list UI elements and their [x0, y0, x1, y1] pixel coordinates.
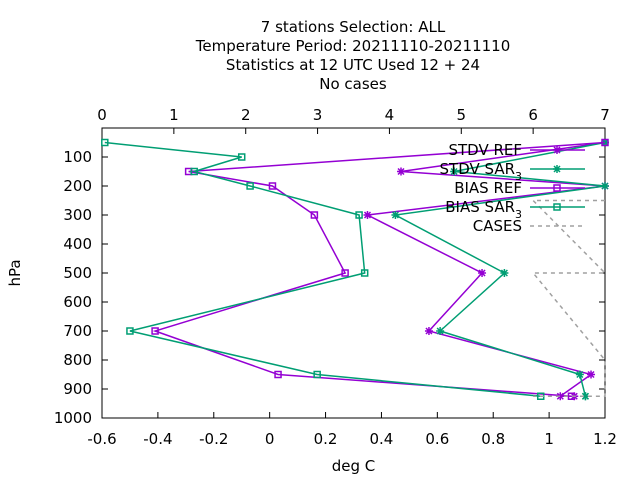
y-axis-ticks: 100 200 300 400 500 600 700 800 900 1000 [54, 148, 605, 427]
square-marker [151, 327, 159, 335]
x-tick-label: 0.4 [370, 430, 394, 448]
y-tick-label: 100 [63, 148, 92, 166]
legend-label: BIAS SAR3 [445, 198, 522, 221]
x-tick-label: 0 [265, 430, 275, 448]
square-marker [126, 327, 134, 335]
star-marker [556, 392, 565, 401]
legend-label: BIAS REF [454, 179, 522, 197]
x-tick-label: -0.6 [87, 430, 116, 448]
x2-tick-label: 4 [385, 106, 395, 124]
star-marker [424, 327, 433, 335]
x2-tick-label: 0 [97, 106, 107, 124]
star-marker [581, 392, 590, 401]
title-line: Statistics at 12 UTC Used 12 + 24 [226, 56, 480, 74]
x2-tick-label: 7 [600, 106, 610, 124]
series-cases [531, 199, 607, 397]
square-marker [601, 138, 609, 147]
square-marker [190, 167, 198, 176]
x-axis-ticks: -0.6 -0.4 -0.2 0 0.2 0.4 0.6 0.8 1 1.2 [87, 412, 617, 448]
square-marker [246, 182, 254, 190]
star-marker [397, 167, 406, 176]
star-marker [500, 269, 509, 277]
x2-tick-label: 5 [457, 106, 467, 124]
y-tick-label: 500 [63, 264, 92, 282]
series-line [531, 199, 607, 397]
plot-frame [101, 127, 606, 419]
x2-tick-label: 2 [241, 106, 251, 124]
x-tick-label: 0.2 [314, 430, 338, 448]
x-tick-label: 1.2 [593, 430, 617, 448]
series-line [393, 141, 606, 397]
y-tick-label: 600 [63, 293, 92, 311]
star-marker [601, 182, 609, 190]
series-line [104, 141, 541, 397]
legend-label: STDV REF [448, 141, 522, 159]
x2-axis-ticks: 0 1 2 3 4 5 6 7 [97, 106, 610, 134]
y-tick-label: 700 [63, 322, 92, 340]
series-bias-sar [101, 138, 545, 400]
plot-area [101, 127, 606, 419]
x-tick-label: -0.4 [143, 430, 172, 448]
square-marker [268, 182, 277, 190]
square-marker [360, 269, 369, 277]
y-tick-label: 400 [63, 235, 92, 253]
x-tick-label: 1 [544, 430, 554, 448]
star-marker [478, 269, 487, 277]
legend-label: CASES [473, 217, 522, 235]
star-marker [436, 327, 445, 335]
title-line: No cases [319, 75, 387, 93]
star-marker [553, 165, 561, 173]
y-tick-label: 1000 [54, 409, 92, 427]
y-tick-label: 800 [63, 351, 92, 369]
star-marker [575, 370, 584, 379]
square-marker [553, 184, 561, 192]
square-marker [313, 370, 321, 379]
square-marker [310, 211, 319, 219]
data-series [101, 138, 609, 401]
square-marker [274, 370, 282, 379]
star-marker [363, 211, 372, 219]
y-axis-label: hPa [6, 259, 24, 286]
x-tick-label: -0.2 [199, 430, 228, 448]
star-marker [587, 370, 596, 379]
y-tick-label: 200 [63, 177, 92, 195]
x2-tick-label: 6 [528, 106, 538, 124]
series-stdv-sar [391, 138, 609, 401]
y-tick-label: 300 [63, 206, 92, 224]
square-marker [341, 269, 349, 277]
x2-tick-label: 1 [169, 106, 179, 124]
legend-label: STDV SAR3 [440, 160, 522, 183]
y-tick-label: 900 [63, 380, 92, 398]
star-marker [450, 167, 459, 176]
x2-tick-label: 3 [313, 106, 323, 124]
star-marker [553, 146, 561, 154]
x-axis-label: deg C [332, 457, 376, 475]
square-marker [355, 211, 363, 219]
title-line: 7 stations Selection: ALL [261, 18, 446, 36]
square-marker [101, 138, 109, 147]
square-marker [553, 203, 561, 211]
title-line: Temperature Period: 20211110-20211110 [195, 37, 511, 55]
x-tick-label: 0.8 [481, 430, 505, 448]
square-marker [237, 153, 246, 161]
star-marker [391, 211, 400, 219]
x-tick-label: 0.6 [425, 430, 449, 448]
